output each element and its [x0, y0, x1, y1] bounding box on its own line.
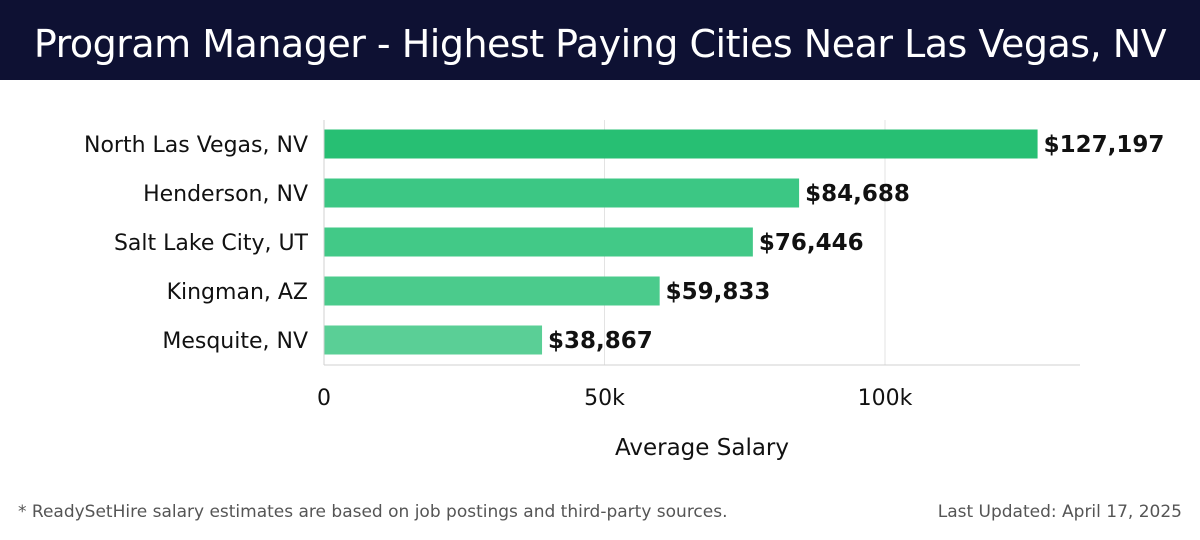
- category-label: Mesquite, NV: [162, 329, 308, 354]
- category-label: North Las Vegas, NV: [84, 133, 308, 158]
- category-label: Kingman, AZ: [167, 280, 308, 305]
- last-updated: Last Updated: April 17, 2025: [937, 502, 1182, 522]
- x-tick-label: 100k: [858, 386, 913, 411]
- chart-header: Program Manager - Highest Paying Cities …: [0, 0, 1200, 80]
- x-tick-label: 50k: [584, 386, 625, 411]
- category-label: Salt Lake City, UT: [114, 231, 309, 256]
- bars: [324, 129, 1038, 355]
- chart-title: Program Manager - Highest Paying Cities …: [33, 22, 1167, 66]
- bar: [324, 325, 543, 355]
- bar: [324, 276, 660, 306]
- bar: [324, 178, 800, 208]
- category-labels: North Las Vegas, NV Henderson, NV Salt Lak…: [84, 133, 309, 354]
- category-label: Henderson, NV: [143, 182, 308, 207]
- value-labels: $127,197 $84,688 $76,446 $59,833 $38,867: [548, 132, 1164, 354]
- value-label: $59,833: [666, 279, 771, 305]
- value-label: $76,446: [759, 230, 864, 256]
- value-label: $127,197: [1044, 132, 1165, 158]
- value-label: $38,867: [548, 328, 653, 354]
- value-label: $84,688: [805, 181, 910, 207]
- footer-note: * ReadySetHire salary estimates are base…: [18, 502, 728, 522]
- bar: [324, 227, 753, 257]
- bar-chart: North Las Vegas, NV Henderson, NV Salt Lak…: [84, 120, 1164, 461]
- x-axis: 0 50k 100k: [317, 120, 1080, 411]
- x-tick-label: 0: [317, 386, 331, 411]
- x-axis-title: Average Salary: [615, 435, 789, 461]
- bar: [324, 129, 1038, 159]
